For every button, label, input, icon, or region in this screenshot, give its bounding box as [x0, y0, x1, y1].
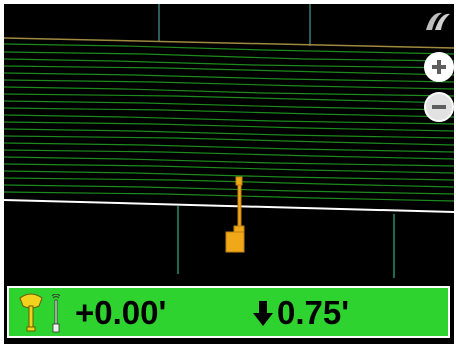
brand-swoosh-icon [426, 12, 450, 30]
rover-pole-icon[interactable] [49, 294, 63, 334]
down-arrow-icon [253, 301, 273, 326]
minus-circle-icon [430, 98, 448, 116]
cut-fill-readout: 0.75' [253, 296, 349, 330]
grade-status-bar: +0.00' 0.75' [7, 286, 450, 338]
design-top-edge [4, 37, 454, 49]
machine-blade-marker [225, 176, 245, 253]
elevation-offset-value: +0.00' [75, 294, 167, 331]
cut-fill-value: 0.75' [277, 294, 350, 331]
design-bottom-edge [4, 199, 454, 213]
zoom-out-button[interactable] [424, 92, 454, 122]
plus-circle-icon [430, 58, 448, 76]
zoom-in-button[interactable] [424, 52, 454, 82]
map-canvas [4, 4, 454, 278]
contour-lines [4, 43, 454, 202]
gps-antenna-icon[interactable] [17, 292, 45, 334]
